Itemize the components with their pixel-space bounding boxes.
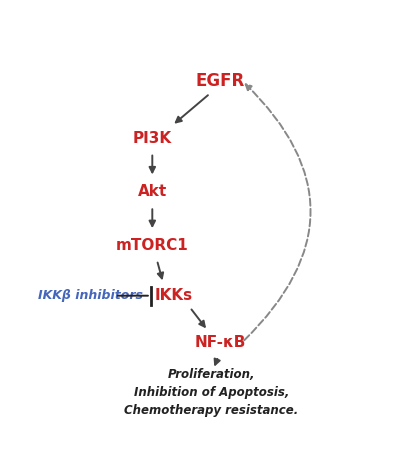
Text: Proliferation,
Inhibition of Apoptosis,
Chemotherapy resistance.: Proliferation, Inhibition of Apoptosis, … (124, 368, 298, 417)
Text: PI3K: PI3K (133, 131, 172, 146)
Text: NF-κB: NF-κB (195, 335, 246, 350)
Text: Akt: Akt (138, 184, 167, 199)
Text: mTORC1: mTORC1 (116, 238, 189, 253)
Text: EGFR: EGFR (196, 72, 245, 90)
Text: IKKβ inhibitors: IKKβ inhibitors (38, 289, 143, 302)
Text: IKKs: IKKs (155, 288, 193, 303)
FancyArrowPatch shape (244, 84, 310, 340)
